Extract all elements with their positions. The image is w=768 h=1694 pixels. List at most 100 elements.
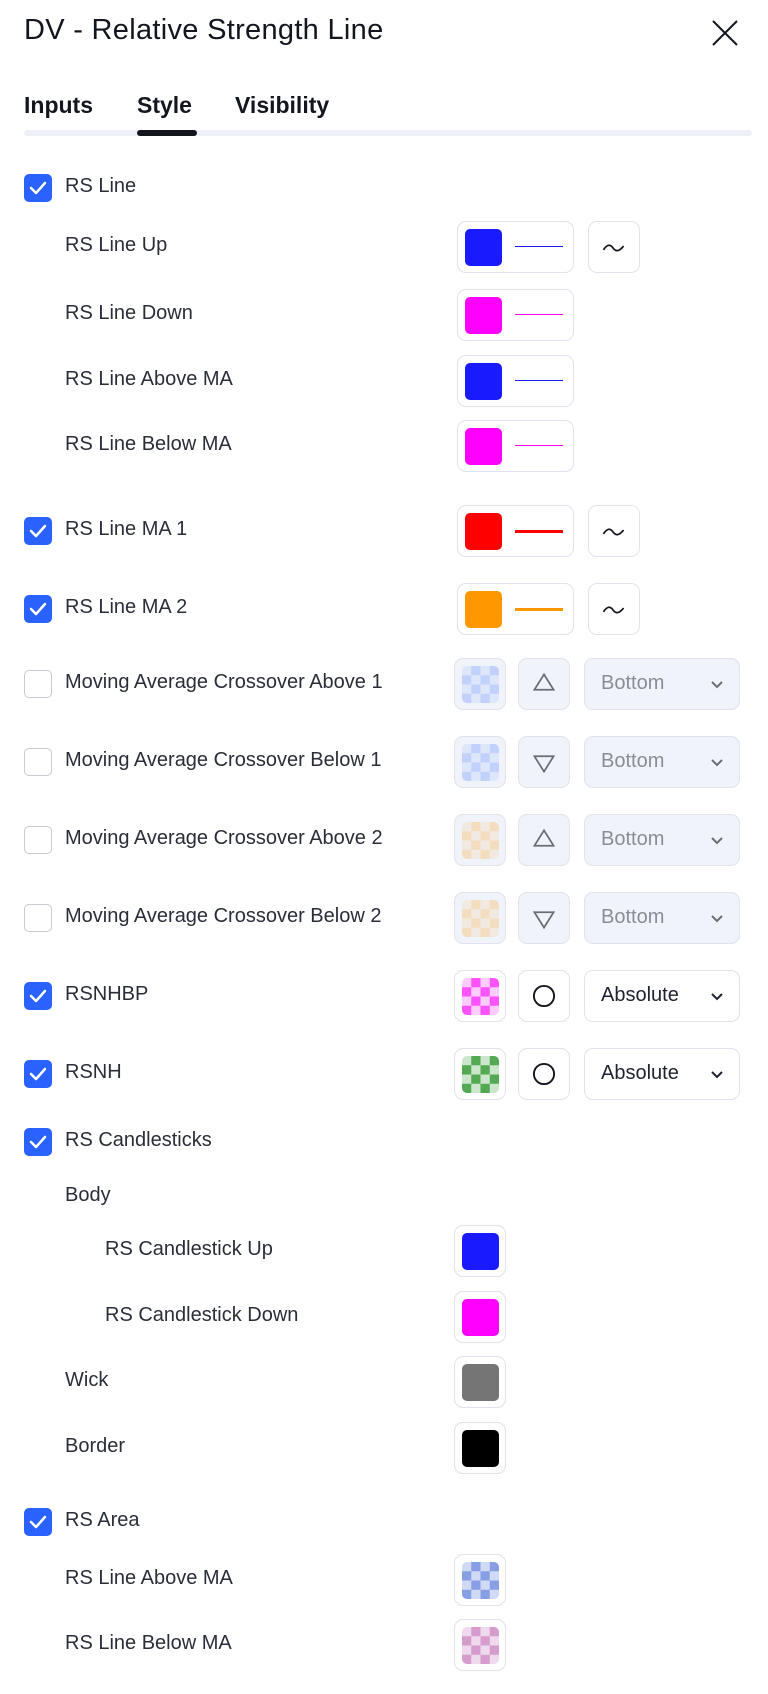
checkbox[interactable]	[24, 1060, 52, 1088]
chevron-down-icon	[711, 915, 723, 923]
checkbox[interactable]	[24, 904, 52, 932]
checkbox[interactable]	[24, 670, 52, 698]
chevron-down-icon	[711, 1071, 723, 1079]
checkbox[interactable]	[24, 174, 52, 202]
color-swatch	[465, 229, 502, 266]
color-picker[interactable]	[454, 1048, 506, 1100]
color-swatch	[465, 428, 502, 465]
close-icon[interactable]	[710, 18, 740, 48]
chevron-down-icon	[711, 837, 723, 845]
row-label: RS Area	[65, 1509, 140, 1531]
color-line-picker[interactable]	[457, 505, 574, 557]
color-line-picker[interactable]	[457, 583, 574, 635]
color-picker[interactable]	[454, 658, 506, 710]
tab-style[interactable]: Style	[137, 92, 192, 118]
shape-button[interactable]	[518, 970, 570, 1022]
location-dropdown[interactable]: Absolute	[584, 970, 740, 1022]
checkbox[interactable]	[24, 826, 52, 854]
transparent-color-swatch	[462, 978, 499, 1015]
triangle-down-icon	[532, 755, 556, 774]
checkbox[interactable]	[24, 748, 52, 776]
checkbox[interactable]	[24, 595, 52, 623]
tab-inputs[interactable]: Inputs	[24, 92, 93, 118]
shape-button[interactable]	[518, 1048, 570, 1100]
transparent-color-swatch	[462, 1562, 499, 1599]
color-line-picker[interactable]	[457, 221, 574, 273]
color-swatch	[462, 1299, 499, 1336]
row-label: Moving Average Crossover Below 1	[65, 749, 382, 771]
color-line-picker[interactable]	[457, 289, 574, 341]
shape-button[interactable]	[518, 736, 570, 788]
line-width-preview	[515, 246, 563, 247]
plot-style-button[interactable]	[588, 221, 640, 273]
row-label: RS Line MA 1	[65, 518, 188, 540]
line-width-preview	[515, 380, 563, 381]
shape-button[interactable]	[518, 658, 570, 710]
color-picker[interactable]	[454, 892, 506, 944]
checkbox[interactable]	[24, 1128, 52, 1156]
line-width-preview	[515, 314, 563, 315]
row-label: Moving Average Crossover Above 1	[65, 671, 383, 693]
row-label: RS Line Below MA	[65, 433, 232, 455]
color-picker[interactable]	[454, 1291, 506, 1343]
color-picker[interactable]	[454, 1356, 506, 1408]
color-picker[interactable]	[454, 970, 506, 1022]
line-style-icon	[602, 244, 625, 252]
line-style-icon	[602, 606, 625, 614]
color-line-picker[interactable]	[457, 420, 574, 472]
row-label: Body	[65, 1184, 111, 1206]
transparent-color-swatch	[462, 666, 499, 703]
color-swatch	[465, 297, 502, 334]
dialog-title: DV - Relative Strength Line	[24, 14, 384, 46]
location-value: Bottom	[601, 672, 665, 694]
tab-visibility[interactable]: Visibility	[235, 92, 330, 118]
chevron-down-icon	[711, 993, 723, 1001]
transparent-color-swatch	[462, 822, 499, 859]
row-label: RS Line	[65, 175, 137, 197]
checkbox[interactable]	[24, 982, 52, 1010]
location-dropdown[interactable]: Bottom	[584, 814, 740, 866]
row-label: RS Line Below MA	[65, 1632, 232, 1654]
location-value: Bottom	[601, 906, 665, 928]
color-swatch	[462, 1364, 499, 1401]
triangle-down-icon	[532, 911, 556, 930]
location-value: Bottom	[601, 828, 665, 850]
color-picker[interactable]	[454, 1225, 506, 1277]
location-value: Absolute	[601, 984, 679, 1006]
triangle-up-icon	[532, 828, 556, 847]
location-dropdown[interactable]: Bottom	[584, 658, 740, 710]
plot-style-button[interactable]	[588, 583, 640, 635]
chevron-down-icon	[711, 681, 723, 689]
location-value: Bottom	[601, 750, 665, 772]
location-dropdown[interactable]: Bottom	[584, 736, 740, 788]
shape-button[interactable]	[518, 814, 570, 866]
color-picker[interactable]	[454, 1422, 506, 1474]
checkbox[interactable]	[24, 517, 52, 545]
line-style-icon	[602, 528, 625, 536]
active-tab-indicator	[137, 130, 197, 136]
row-label: RS Candlestick Up	[105, 1238, 273, 1260]
color-picker[interactable]	[454, 736, 506, 788]
transparent-color-swatch	[462, 1056, 499, 1093]
row-label: RS Line Up	[65, 234, 168, 256]
color-picker[interactable]	[454, 814, 506, 866]
plot-style-button[interactable]	[588, 505, 640, 557]
checkbox[interactable]	[24, 1508, 52, 1536]
tab-bar-divider	[24, 130, 752, 136]
location-dropdown[interactable]: Absolute	[584, 1048, 740, 1100]
color-picker[interactable]	[454, 1619, 506, 1671]
row-label: RS Line Above MA	[65, 1567, 233, 1589]
location-dropdown[interactable]: Bottom	[584, 892, 740, 944]
color-swatch	[462, 1233, 499, 1270]
line-width-preview	[515, 608, 563, 611]
location-value: Absolute	[601, 1062, 679, 1084]
color-line-picker[interactable]	[457, 355, 574, 407]
row-label: Wick	[65, 1369, 109, 1391]
row-label: RSNH	[65, 1061, 122, 1083]
color-swatch	[465, 513, 502, 550]
shape-button[interactable]	[518, 892, 570, 944]
transparent-color-swatch	[462, 744, 499, 781]
color-picker[interactable]	[454, 1554, 506, 1606]
triangle-up-icon	[532, 672, 556, 691]
circle-icon	[532, 1062, 556, 1086]
